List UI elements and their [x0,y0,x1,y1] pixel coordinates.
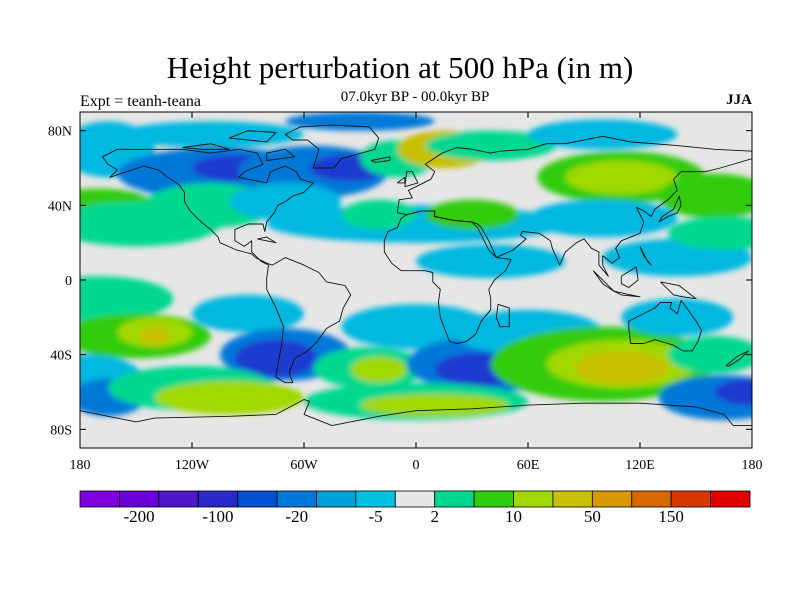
field-blob [154,380,304,415]
lat-tick-label: 0 [65,274,72,289]
coastline [80,399,752,427]
lon-tick-label: 120E [625,458,655,473]
field-blob [425,130,556,161]
colorbar-swatch [434,490,475,508]
coastline [397,176,406,184]
lon-tick-label: 0 [413,458,420,473]
field-blob [668,336,752,374]
coastline [660,281,697,300]
colorbar-swatch [710,490,751,508]
coastline [182,143,230,150]
field-blob [425,199,519,230]
field-blob [416,244,566,279]
lat-tick-label: 40N [48,199,72,214]
coastline [404,171,419,188]
coastline [284,124,380,169]
coastline [628,300,703,352]
colorbar-label: -5 [368,507,383,526]
lat-tick-label: 80N [48,125,72,140]
coastline [658,195,682,223]
colorbar-swatch [276,490,317,508]
coastline [620,266,639,288]
colorbar-swatch [316,490,357,508]
lon-tick-label: 120W [175,458,210,473]
colorbar-swatch [394,490,436,508]
field-blob [350,356,407,383]
field-blob [266,205,566,243]
colorbar-swatch [119,490,160,508]
colorbar-swatch [513,490,554,508]
colorbar-label: 150 [658,507,684,526]
colorbar-label: 50 [583,507,601,526]
coastline [396,135,752,277]
colorbar-label: -20 [285,507,309,526]
colorbar-swatch [631,490,672,508]
field-blob [528,119,678,150]
colorbar-swatch [158,490,199,508]
lon-tick-label: 180 [70,458,91,473]
chart-subtitle: 07.0kyr BP - 00.0kyr BP [340,89,490,105]
lon-tick-label: 180 [742,458,763,473]
lat-tick-label: 80S [50,423,72,438]
colorbar-swatch [197,490,239,508]
field-layer [80,112,752,448]
field-blob [285,112,435,131]
colorbar-label: -200 [123,507,155,526]
chart-title: Height perturbation at 500 hPa (in m) [166,50,634,85]
field-blob [714,378,752,406]
field-blob [234,339,318,378]
field-blob [528,199,678,238]
field-blob [360,393,510,417]
season-label: JJA [726,92,752,108]
coastline [613,290,641,298]
coastline [495,303,510,328]
field-blob [621,298,734,337]
coastline [229,130,277,143]
coastline [266,148,296,161]
coastline [257,236,277,244]
field-blob [192,294,304,333]
colorbar-swatch [79,490,120,508]
field-blob [341,304,491,350]
coastline [725,350,749,367]
lat-tick-label: 40S [50,349,72,364]
colorbar-swatch [473,490,514,508]
colorbar-label: 10 [505,507,523,526]
experiment-label: Expt = teanh-teana [80,93,201,110]
coastline [370,156,391,163]
coastline [102,148,352,384]
field-blob [668,216,752,251]
lon-tick-label: 60E [517,458,540,473]
colorbar-label: 2 [430,507,439,526]
coastline [383,210,512,344]
field-blob [139,326,170,346]
field-blob [341,199,416,230]
field-blob [574,350,668,385]
colorbar-swatch [237,490,278,508]
field-blob [80,276,174,322]
colorbar-label: -100 [202,507,234,526]
lon-tick-label: 60W [290,458,318,473]
field-blob [658,173,752,219]
coastline [592,270,615,292]
colorbar [79,490,751,508]
colorbar-swatch [591,490,633,508]
coastline [639,246,652,266]
field-blob [565,160,678,195]
colorbar-swatch [670,490,711,508]
colorbar-swatch [552,490,593,508]
colorbar-swatch [355,490,396,508]
